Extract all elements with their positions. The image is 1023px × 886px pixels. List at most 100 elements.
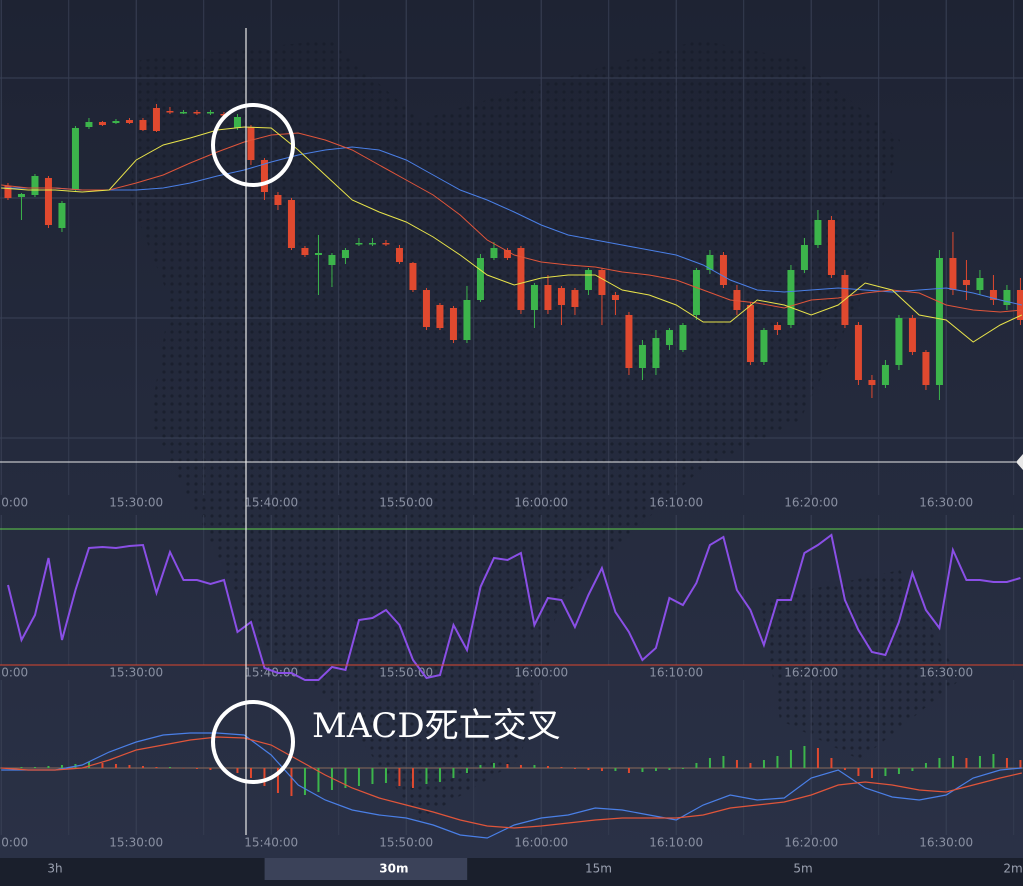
histogram-bar	[587, 768, 590, 770]
tab-active-bg	[264, 858, 468, 880]
tab-bar	[0, 858, 1023, 886]
candle-body	[611, 295, 619, 300]
candle-body	[287, 200, 295, 248]
histogram-bar	[992, 754, 995, 768]
histogram-bar	[924, 763, 927, 768]
candle-body	[1003, 290, 1011, 305]
histogram-bar	[195, 768, 198, 769]
candle-body	[490, 248, 498, 258]
candle-body	[881, 365, 889, 385]
candle-body	[625, 315, 633, 368]
candle-body	[71, 128, 79, 190]
candle-body	[544, 285, 552, 310]
histogram-bar	[398, 768, 401, 786]
candle-body	[787, 270, 795, 325]
histogram-bar	[843, 768, 846, 770]
x-tick-label: 16:20:00	[784, 836, 838, 850]
candle-body	[935, 258, 943, 385]
oscillator-line	[7, 533, 1021, 681]
candle-body	[719, 255, 727, 285]
histogram-bar	[330, 768, 333, 790]
world-map	[130, 40, 900, 820]
histogram-bar	[803, 746, 806, 768]
candle-body	[44, 178, 52, 225]
candle-body	[895, 318, 903, 365]
macd-line	[1, 736, 1022, 829]
candle-body	[341, 250, 349, 258]
candle-body	[962, 280, 970, 285]
histogram-bar	[209, 768, 212, 770]
x-tick-label: 15:20:00	[0, 666, 28, 680]
histogram-bar	[816, 748, 819, 768]
candle-body	[854, 325, 862, 380]
histogram-bar	[155, 767, 158, 768]
x-tick-label: 15:40:00	[244, 496, 298, 510]
grid	[0, 77, 1023, 439]
candle-body	[382, 243, 390, 245]
histogram-bar	[33, 767, 36, 768]
candle-body	[989, 290, 997, 300]
candle-body	[314, 253, 322, 255]
candle-body	[152, 108, 160, 131]
histogram-bar	[249, 768, 252, 778]
histogram-bar	[371, 768, 374, 784]
histogram-bar	[965, 758, 968, 768]
candle-body	[760, 330, 768, 362]
candle-body	[233, 117, 241, 128]
candle-body	[139, 120, 147, 130]
histogram-bar	[344, 768, 347, 788]
candle-body	[476, 258, 484, 300]
histogram-bar	[560, 767, 563, 768]
candle-body	[85, 122, 93, 127]
histogram-bar	[479, 765, 482, 768]
candle-body	[800, 245, 808, 270]
tab[interactable]: 30m	[379, 862, 408, 876]
candle-body	[179, 112, 187, 114]
chart-layer: 15:20:00 15:30:00 15:40:00 15:50:00 16:00:00…	[0, 0, 1023, 850]
moving-average	[1, 146, 1022, 306]
candle-body	[746, 305, 754, 362]
histogram-bar	[951, 756, 954, 768]
annotation: MACD死亡交叉	[312, 706, 561, 746]
x-tick-label: 15:30:00	[109, 836, 163, 850]
candle-body	[584, 270, 592, 290]
histogram-bar	[722, 756, 725, 768]
histogram-bar	[492, 763, 495, 768]
tab[interactable]: 3h	[47, 862, 62, 876]
tab[interactable]: 2m	[1003, 862, 1022, 876]
tab[interactable]: 5m	[793, 862, 812, 876]
tab[interactable]: 15m	[585, 862, 612, 876]
histogram-bar	[884, 768, 887, 776]
candle-body	[436, 305, 444, 328]
x-tick-label: 16:30:00	[919, 836, 973, 850]
macd-line	[1, 732, 1022, 839]
candle-body	[652, 338, 660, 368]
histogram-bar	[735, 760, 738, 768]
x-tick-label: 16:20:00	[784, 496, 838, 510]
x-tick-label: 16:10:00	[649, 666, 703, 680]
candle-body	[949, 258, 957, 290]
candle-body	[773, 325, 781, 330]
x-tick-label: 15:40:00	[244, 836, 298, 850]
histogram-bar	[20, 767, 23, 768]
candle-body	[193, 112, 201, 114]
histogram-bar	[1005, 758, 1008, 768]
candle-body	[58, 203, 66, 228]
histogram-bar	[654, 768, 657, 771]
x-tick-label: 16:00:00	[514, 496, 568, 510]
candle-body	[598, 270, 606, 295]
candle-body	[976, 278, 984, 290]
histogram-bar	[789, 750, 792, 768]
histogram-bar	[776, 756, 779, 768]
histogram-bar	[681, 768, 684, 769]
histogram-bar	[708, 758, 711, 768]
candle-body	[422, 290, 430, 327]
histogram-bar	[101, 763, 104, 768]
candle-body	[328, 255, 336, 265]
x-tick-label: 16:30:00	[919, 496, 973, 510]
x-tick-label: 16:00:00	[514, 666, 568, 680]
x-tick-label: 15:20:00	[0, 836, 28, 850]
candle-body	[395, 248, 403, 262]
x-tick-label: 16:20:00	[784, 666, 838, 680]
